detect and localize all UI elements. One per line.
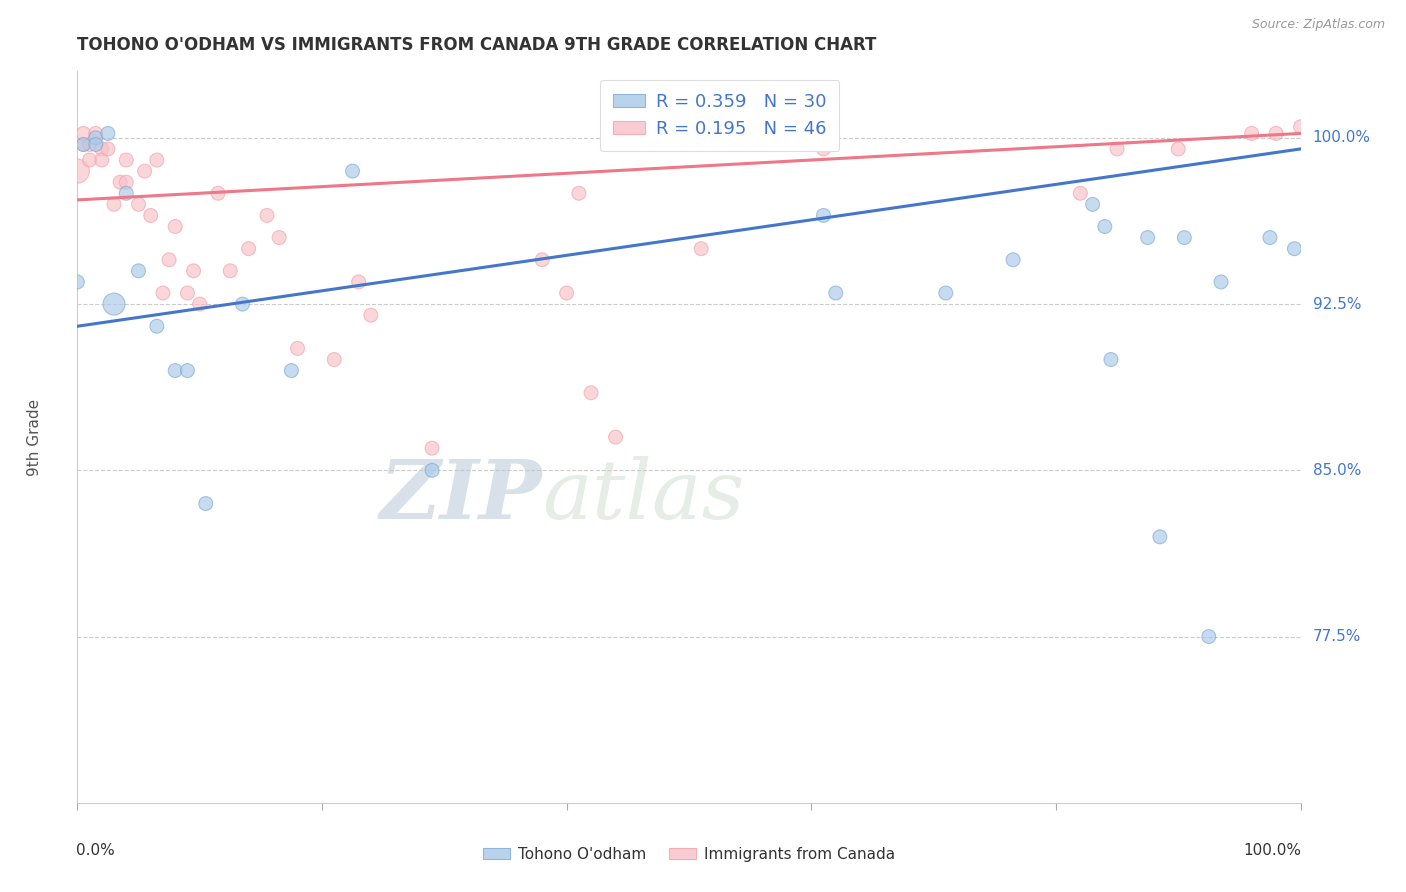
Point [194,497,217,511]
Point [115,175,138,189]
Point [568,186,591,201]
Point [176,363,198,377]
Point [579,385,602,400]
Point [1136,230,1159,244]
Point [1209,275,1232,289]
Point [555,285,578,300]
Point [1289,120,1312,134]
Point [183,264,205,278]
Point [219,264,242,278]
Point [84,127,107,141]
Point [813,142,835,156]
Point [127,197,149,211]
Point [1069,186,1091,201]
Point [347,275,370,289]
Point [152,285,174,300]
Point [323,352,346,367]
Point [1081,197,1104,211]
Text: Source: ZipAtlas.com: Source: ZipAtlas.com [1251,18,1385,31]
Point [134,164,156,178]
Point [690,242,713,256]
Point [72,127,94,141]
Point [115,186,138,201]
Point [115,153,138,167]
Point [342,164,364,178]
Legend: Tohono O'odham, Immigrants from Canada: Tohono O'odham, Immigrants from Canada [477,841,901,868]
Point [84,137,107,152]
Text: 100.0%: 100.0% [1244,843,1302,858]
Point [1149,530,1171,544]
Point [146,319,169,334]
Point [1284,242,1306,256]
Point [84,131,107,145]
Point [72,137,94,152]
Point [1099,352,1122,367]
Point [165,219,187,234]
Point [1167,142,1189,156]
Point [1258,230,1281,244]
Point [360,308,382,322]
Point [420,463,443,477]
Point [103,197,125,211]
Point [79,153,101,167]
Point [139,209,162,223]
Point [1240,127,1263,141]
Text: ZIP: ZIP [380,456,543,535]
Point [813,209,835,223]
Point [1173,230,1195,244]
Point [66,164,89,178]
Point [238,242,260,256]
Point [605,430,627,444]
Point [97,127,120,141]
Text: 0.0%: 0.0% [76,843,115,858]
Point [103,297,125,311]
Text: TOHONO O'ODHAM VS IMMIGRANTS FROM CANADA 9TH GRADE CORRELATION CHART: TOHONO O'ODHAM VS IMMIGRANTS FROM CANADA… [77,36,877,54]
Point [287,342,309,356]
Text: 9th Grade: 9th Grade [27,399,42,475]
Point [176,285,198,300]
Point [256,209,278,223]
Point [1198,630,1220,644]
Point [1107,142,1129,156]
Text: 100.0%: 100.0% [1313,130,1371,145]
Point [207,186,229,201]
Point [97,142,120,156]
Point [66,275,89,289]
Point [1265,127,1288,141]
Text: 85.0%: 85.0% [1313,463,1361,478]
Point [824,285,846,300]
Point [935,285,957,300]
Point [72,137,94,152]
Point [157,252,180,267]
Point [1094,219,1116,234]
Point [108,175,131,189]
Point [165,363,187,377]
Point [280,363,302,377]
Point [1002,252,1025,267]
Point [79,137,101,152]
Point [127,264,149,278]
Point [231,297,253,311]
Point [269,230,291,244]
Point [146,153,169,167]
Text: atlas: atlas [543,456,745,535]
Text: 77.5%: 77.5% [1313,629,1361,644]
Point [90,142,112,156]
Point [90,153,112,167]
Point [531,252,554,267]
Text: 92.5%: 92.5% [1313,297,1361,311]
Point [420,441,443,455]
Point [188,297,211,311]
